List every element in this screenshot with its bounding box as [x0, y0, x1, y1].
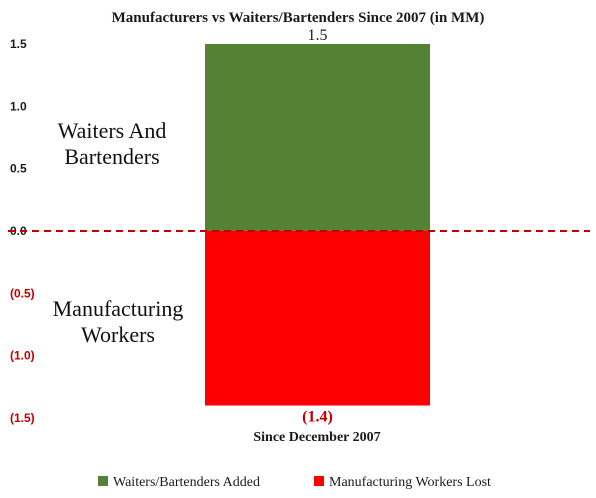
bar-positive — [205, 44, 430, 231]
y-tick-label: (0.5) — [10, 286, 35, 300]
data-labels: 1.5 (1.4) — [302, 27, 333, 426]
legend-label: Waiters/Bartenders Added — [113, 475, 260, 490]
y-axis-ticks: 1.5 1.0 0.5 0.0 (0.5) (1.0) (1.5) — [10, 37, 35, 425]
annotation: Waiters And Bartenders — [58, 118, 167, 169]
y-tick-label: (1.0) — [10, 349, 35, 363]
y-tick-label: 0.0 — [10, 224, 27, 238]
legend-swatch — [314, 476, 324, 486]
chart-title: Manufacturers vs Waiters/Bartenders Sinc… — [112, 10, 485, 26]
legend-label: Manufacturing Workers Lost — [329, 475, 491, 490]
x-category-label: Since December 2007 — [253, 430, 380, 445]
data-label: 1.5 — [308, 27, 328, 44]
y-tick-label: 1.5 — [10, 37, 27, 51]
y-tick-label: 0.5 — [10, 162, 27, 176]
legend: Waiters/Bartenders Added Manufacturing Wo… — [98, 475, 491, 490]
annotation: Manufacturing Workers — [53, 296, 184, 347]
y-tick-label: (1.5) — [10, 411, 35, 425]
annotations: Waiters And Bartenders Manufacturing Worker… — [53, 118, 184, 347]
bars — [205, 44, 430, 406]
bar-negative — [205, 231, 430, 406]
legend-swatch — [98, 476, 108, 486]
y-tick-label: 1.0 — [10, 99, 27, 113]
data-label: (1.4) — [302, 409, 333, 426]
